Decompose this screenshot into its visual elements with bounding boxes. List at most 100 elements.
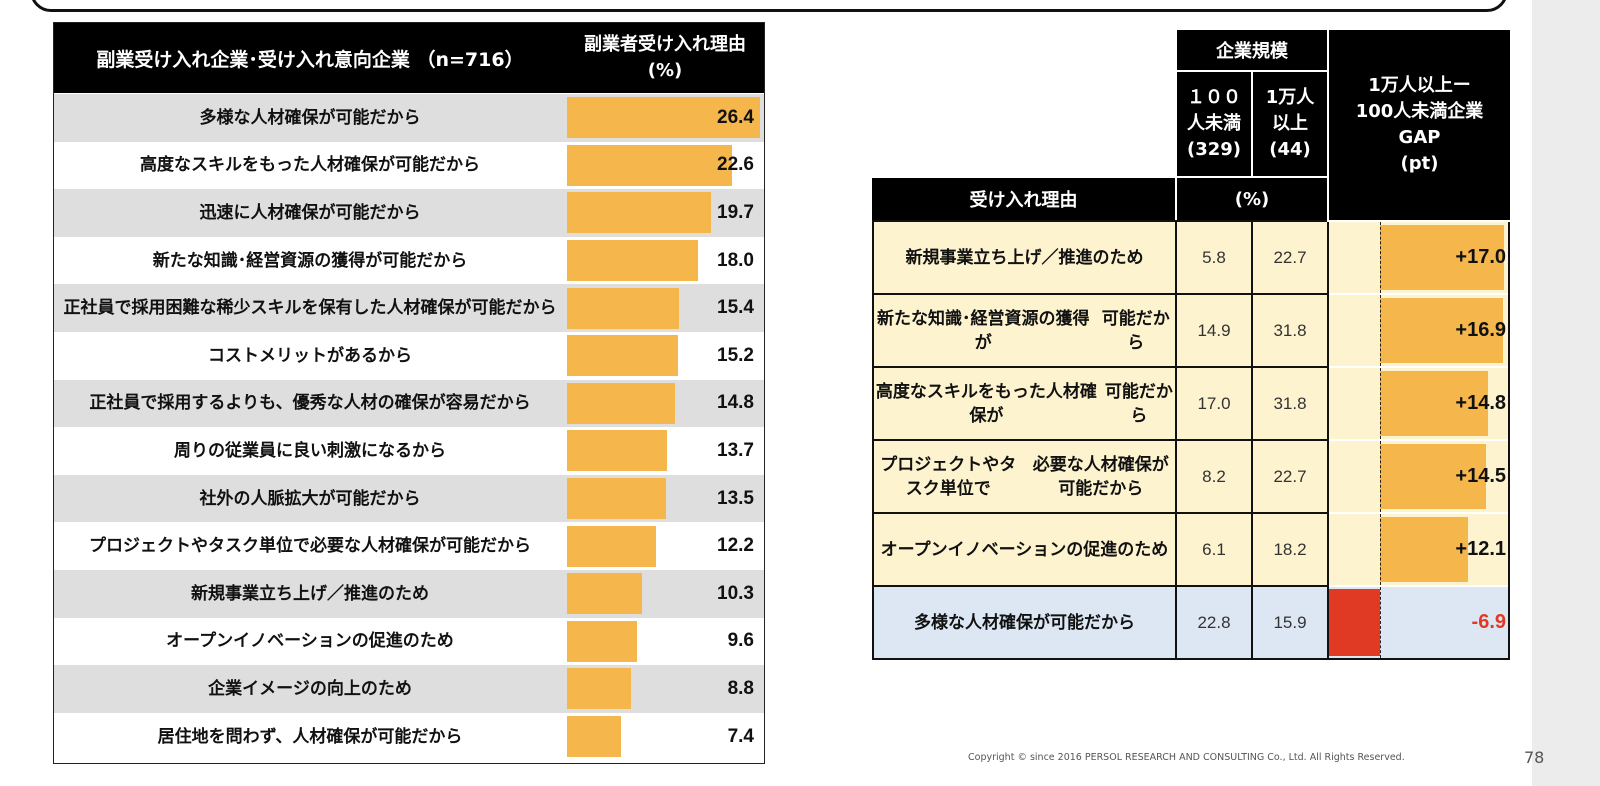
gap-row-label-line: 可能だから bbox=[1104, 381, 1173, 426]
gap-row-label: プロジェクトやタスク単位で 必要な人材確保が可能だから bbox=[872, 441, 1177, 512]
left-row-label: 新たな知識･経営資源の獲得が可能だから bbox=[60, 237, 560, 285]
bar bbox=[567, 478, 666, 520]
col-small-line2: 人未満 bbox=[1187, 113, 1241, 134]
left-table-row: 正社員で採用するよりも、優秀な人材の確保が容易だから 14.8 bbox=[54, 379, 764, 428]
bar bbox=[567, 335, 678, 377]
slide-edge-strip bbox=[1532, 0, 1600, 786]
gap-row-label-line: 高度なスキルをもった人材確保が bbox=[875, 381, 1097, 426]
gap-row-label: 高度なスキルをもった人材確保が 可能だから bbox=[872, 368, 1177, 439]
gap-row-label: 新規事業立ち上げ／推進のため bbox=[872, 222, 1177, 293]
gap-row-label-line: オープンイノベーションの促進のため bbox=[880, 539, 1169, 560]
gap-value-label: +17.0 bbox=[1455, 246, 1506, 268]
left-table-row: 多様な人材確保が可能だから 26.4 bbox=[54, 94, 764, 142]
copyright-text: Copyright © since 2016 PERSOL RESEARCH A… bbox=[968, 752, 1405, 763]
left-row-label-line: 社外の人脈拡大が可能だから bbox=[199, 488, 421, 509]
gap-table-row: 多様な人材確保が可能だから 22.8 15.9 -6.9 bbox=[872, 587, 1510, 658]
left-row-label-line: 企業イメージの向上のため bbox=[208, 678, 412, 699]
left-table-row: 新たな知識･経営資源の獲得が可能だから 18.0 bbox=[54, 237, 764, 285]
gap-table-row: プロジェクトやタスク単位で 必要な人材確保が可能だから 8.2 22.7 +14.5 bbox=[872, 441, 1510, 512]
reason-header: 受け入れ理由 bbox=[872, 178, 1175, 220]
grid-line bbox=[872, 366, 1327, 368]
left-row-label-line: 新たな知識･経営資源の獲得が可能だから bbox=[152, 250, 468, 271]
bar-value-label: 22.6 bbox=[717, 154, 754, 176]
gap-header-line1: 1万人以上ー bbox=[1368, 75, 1471, 96]
left-row-label: 迅速に人材確保が可能だから bbox=[60, 189, 560, 237]
gap-table-row: 新規事業立ち上げ／推進のため 5.8 22.7 +17.0 bbox=[872, 222, 1510, 293]
percent-header: (%) bbox=[1177, 178, 1327, 220]
small-company-value: 5.8 bbox=[1202, 247, 1226, 267]
bar bbox=[567, 525, 656, 567]
left-table-row: 周りの従業員に良い刺激になるから 13.7 bbox=[54, 427, 764, 475]
left-row-label: 正社員で採用困難な稀少スキルを保有した人材確保が 可能だから bbox=[60, 284, 560, 332]
large-company-value: 22.7 bbox=[1273, 247, 1307, 267]
bar bbox=[567, 430, 667, 472]
bar bbox=[567, 287, 680, 329]
left-bar-table: 副業受け入れ企業･受け入れ意向企業 （n=716） 副業者受け入れ理由 (%) … bbox=[53, 22, 765, 764]
large-company-value: 18.2 bbox=[1273, 539, 1307, 559]
left-table-value-header-line1: 副業者受け入れ理由 bbox=[584, 34, 746, 55]
left-row-label-line: 居住地を問わず、人材確保が可能だから bbox=[157, 726, 463, 747]
small-company-value: 14.9 bbox=[1197, 320, 1231, 340]
gap-value-label: +12.1 bbox=[1455, 538, 1506, 560]
left-row-label: 居住地を問わず、人材確保が可能だから bbox=[60, 713, 560, 761]
bar-value-label: 9.6 bbox=[727, 630, 754, 652]
gap-bar bbox=[1380, 225, 1504, 290]
left-row-label: プロジェクトやタスク単位で必要な人材確保が可能だから bbox=[60, 522, 560, 570]
bar-value-label: 19.7 bbox=[717, 201, 754, 223]
bar bbox=[567, 620, 638, 662]
left-table-row: 正社員で採用困難な稀少スキルを保有した人材確保が 可能だから 15.4 bbox=[54, 284, 764, 332]
gap-row-label-line: プロジェクトやタスク単位で bbox=[880, 454, 1017, 499]
grid-line bbox=[872, 585, 1327, 587]
bar-value-label: 8.8 bbox=[727, 677, 754, 699]
title-box-frame bbox=[30, 0, 1508, 12]
left-row-label-line: コストメリットがあるから bbox=[208, 345, 412, 366]
reason-header-label: 受け入れ理由 bbox=[969, 190, 1078, 211]
bar-value-label: 7.4 bbox=[727, 725, 754, 747]
grid-line bbox=[1508, 222, 1510, 660]
gap-row-label: オープンイノベーションの促進のため bbox=[872, 514, 1177, 585]
right-gap-table: 企業規模 １００ 人未満 (329) 1万人 以上 (44) 1万人以上ー 10… bbox=[872, 30, 1510, 662]
gap-row-label-line: 新たな知識･経営資源の獲得が bbox=[877, 308, 1090, 353]
grid-line bbox=[1251, 222, 1253, 660]
grid-line bbox=[1327, 222, 1329, 660]
company-size-header: 企業規模 bbox=[1177, 30, 1327, 70]
bar bbox=[567, 240, 699, 282]
left-row-label-line: プロジェクトやタスク単位で必要な人材確保が可能だから bbox=[89, 536, 531, 557]
small-company-value: 8.2 bbox=[1202, 466, 1226, 486]
left-table-header: 副業受け入れ企業･受け入れ意向企業 （n=716） 副業者受け入れ理由 (%) bbox=[54, 23, 764, 93]
header-divider bbox=[1251, 72, 1253, 176]
grid-line bbox=[872, 293, 1327, 295]
gap-table-row: オープンイノベーションの促進のため 6.1 18.2 +12.1 bbox=[872, 514, 1510, 585]
small-company-value: 17.0 bbox=[1197, 393, 1231, 413]
left-row-label-line: 迅速に人材確保が可能だから bbox=[199, 202, 421, 223]
gap-row-label-line: 可能だから bbox=[1101, 308, 1170, 353]
bar bbox=[567, 192, 711, 234]
zero-axis-line bbox=[1380, 441, 1381, 512]
small-company-value: 22.8 bbox=[1197, 612, 1231, 632]
gap-row-label-line: 必要な人材確保が可能だから bbox=[1032, 454, 1169, 499]
gap-value-label: -6.9 bbox=[1471, 611, 1506, 633]
col-large-line1: 1万人 bbox=[1265, 87, 1315, 108]
large-company-value: 31.8 bbox=[1273, 393, 1307, 413]
left-row-label-line: 正社員で採用困難な稀少スキルを保有した人材確保が bbox=[63, 298, 472, 319]
page-number: 78 bbox=[1524, 748, 1545, 767]
col-small-line3: (329) bbox=[1186, 139, 1242, 160]
bar bbox=[567, 573, 643, 615]
gap-row-label: 新たな知識･経営資源の獲得が 可能だから bbox=[872, 295, 1177, 366]
left-table-row: 企業イメージの向上のため 8.8 bbox=[54, 665, 764, 713]
grid-line bbox=[1175, 222, 1177, 660]
left-table-row: オープンイノベーションの促進のため 9.6 bbox=[54, 618, 764, 666]
gap-table-row: 新たな知識･経営資源の獲得が 可能だから 14.9 31.8 +16.9 bbox=[872, 295, 1510, 366]
gap-header: 1万人以上ー 100人未満企業 GAP (pt) bbox=[1329, 30, 1510, 220]
slide: 副業受け入れ企業･受け入れ意向企業 （n=716） 副業者受け入れ理由 (%) … bbox=[30, 0, 1510, 764]
bar bbox=[567, 382, 675, 424]
left-row-label-line: 可能だから bbox=[471, 298, 557, 319]
left-row-label: オープンイノベーションの促進のため bbox=[60, 618, 560, 666]
gap-row-label: 多様な人材確保が可能だから bbox=[872, 587, 1177, 658]
gap-value-label: +14.5 bbox=[1455, 465, 1506, 487]
left-table-row: コストメリットがあるから 15.2 bbox=[54, 332, 764, 380]
left-table-row: 高度なスキルをもった人材確保が可能だから 22.6 bbox=[54, 142, 764, 190]
large-company-value: 31.8 bbox=[1273, 320, 1307, 340]
left-table-row: プロジェクトやタスク単位で必要な人材確保が可能だから 12.2 bbox=[54, 522, 764, 570]
gap-table-row: 高度なスキルをもった人材確保が 可能だから 17.0 31.8 +14.8 bbox=[872, 368, 1510, 439]
